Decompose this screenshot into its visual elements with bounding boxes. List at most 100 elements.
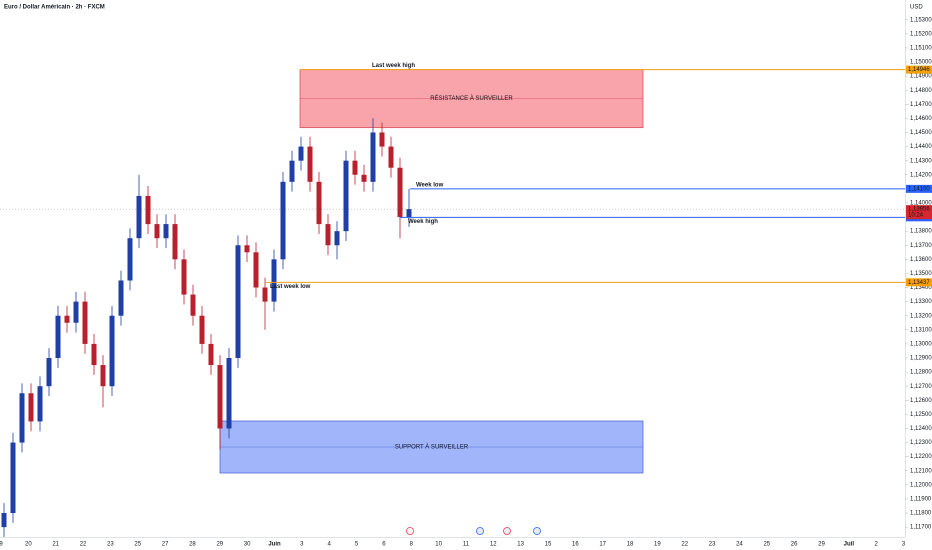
candle-body (244, 245, 250, 253)
candle-body (145, 195, 151, 225)
level-tag-label: 1,14946 (908, 67, 930, 73)
x-tick-label: 30 (244, 542, 251, 548)
candle-body (10, 442, 16, 514)
candle-body (217, 365, 223, 429)
y-tick-label: 1,13500 (910, 271, 932, 277)
level-tag-label: 1,14100 (908, 186, 930, 192)
y-tick-label: 1,12500 (910, 412, 932, 418)
y-tick-label: 1,14900 (910, 74, 932, 80)
candle-body (28, 393, 34, 422)
y-tick-label: 1,12700 (910, 384, 932, 390)
candle-body (271, 259, 277, 302)
x-tick-label: 2 (875, 542, 879, 548)
candle-body (235, 245, 241, 358)
candle-body (307, 146, 313, 182)
x-tick-label: 29 (216, 542, 223, 548)
x-tick-label: 3 (300, 542, 304, 548)
candle-body (370, 132, 376, 182)
candle-body (109, 315, 115, 387)
chart-title: Euro / Dollar Américain · 2h · FXCM (4, 5, 105, 11)
y-tick-label: 1,11800 (910, 511, 932, 517)
candle-body (325, 224, 331, 246)
x-tick-label: 25 (134, 542, 141, 548)
x-tick-label: 18 (627, 542, 634, 548)
x-tick-label: 26 (791, 542, 798, 548)
countdown-label: 10:24 (908, 213, 924, 219)
x-tick-label: 8 (410, 542, 414, 548)
x-tick-label: Juil (844, 542, 855, 548)
y-tick-label: 1,13400 (910, 285, 932, 291)
y-tick-label: 1,11900 (910, 497, 932, 503)
candle-body (127, 238, 133, 281)
x-tick-label: Juin (268, 542, 281, 548)
candle-body (154, 224, 160, 239)
candle-body (406, 209, 412, 218)
x-tick-label: 28 (189, 542, 196, 548)
level-label: Week high (408, 219, 438, 225)
y-tick-label: 1,15100 (910, 45, 932, 51)
candle-body (100, 365, 106, 387)
level-tag (906, 65, 932, 74)
currency-label: USD (910, 5, 923, 11)
x-tick-label: 4 (328, 542, 332, 548)
x-tick-label: 25 (763, 542, 770, 548)
candle-body (190, 294, 196, 316)
candle-body (46, 358, 52, 387)
candle-body (397, 167, 403, 218)
x-tick-label: 23 (107, 542, 114, 548)
y-tick-label: 1,14700 (910, 102, 932, 108)
candle-body (379, 132, 385, 147)
y-tick-label: 1,12400 (910, 426, 932, 432)
y-tick-label: 1,15200 (910, 31, 932, 37)
candle-body (262, 287, 268, 302)
candle-body (181, 259, 187, 295)
candle-body (82, 301, 88, 344)
candle-body (64, 315, 70, 323)
x-tick-label: 6 (382, 542, 386, 548)
y-tick-label: 1,14500 (910, 130, 932, 136)
x-tick-label: 11 (463, 542, 470, 548)
candle-body (199, 315, 205, 344)
x-tick-label: 19 (654, 542, 661, 548)
y-tick-label: 1,14400 (910, 144, 932, 150)
candle-body (334, 231, 340, 246)
x-tick-label: 24 (736, 542, 743, 548)
candle-body (343, 160, 349, 232)
candle-body (289, 160, 295, 182)
y-tick-label: 1,13100 (910, 327, 932, 333)
x-tick-label: 15 (545, 542, 552, 548)
x-tick-label: 23 (709, 542, 716, 548)
x-tick-label: 21 (52, 542, 59, 548)
y-tick-label: 1,13300 (910, 299, 932, 305)
candle-body (91, 343, 97, 366)
last-price-label: 1,13956 (908, 207, 930, 213)
level-label: Last week high (372, 63, 415, 69)
y-tick-label: 1,13700 (910, 243, 932, 249)
candle-body (316, 181, 322, 225)
y-tick-label: 1,13000 (910, 341, 932, 347)
candle-body (19, 393, 25, 443)
y-tick-label: 1,14800 (910, 88, 932, 94)
candle-body (298, 146, 304, 161)
y-tick-label: 1,14300 (910, 158, 932, 164)
level-label: Last week low (270, 284, 311, 290)
y-tick-label: 1,15000 (910, 60, 932, 66)
y-tick-label: 1,14000 (910, 201, 932, 207)
x-tick-label: 9 (0, 542, 3, 548)
x-tick-label: 17 (599, 542, 606, 548)
y-tick-label: 1,13200 (910, 313, 932, 319)
event-icons (406, 527, 541, 535)
x-tick-label: 3 (902, 542, 906, 548)
y-tick-label: 1,12800 (910, 370, 932, 376)
candle-body (118, 280, 124, 316)
candle-body (208, 343, 214, 366)
y-tick-label: 1,12900 (910, 356, 932, 362)
level-tag (906, 278, 932, 287)
candle-body (163, 224, 169, 239)
candle-body (361, 174, 367, 182)
x-tick-label: 5 (355, 542, 359, 548)
y-tick-label: 1,12100 (910, 468, 932, 474)
level-tag-label: 1,13437 (908, 280, 930, 286)
y-tick-label: 1,12200 (910, 454, 932, 460)
